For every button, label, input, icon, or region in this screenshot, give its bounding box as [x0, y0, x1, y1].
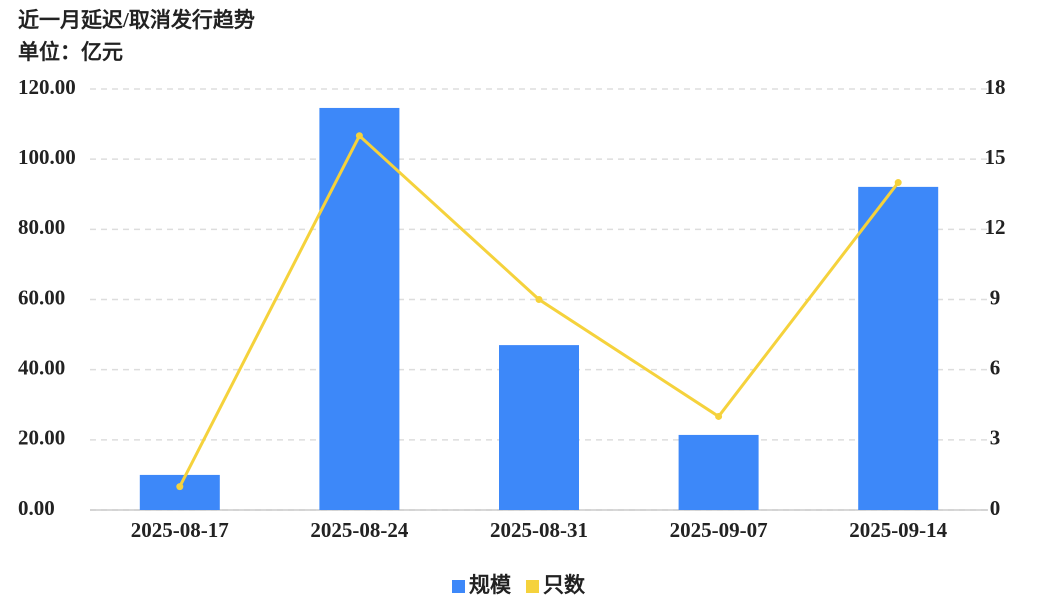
y-tick-label: 0.00	[18, 496, 55, 520]
x-tick-label: 2025-09-14	[849, 518, 947, 542]
point	[894, 179, 902, 187]
bar	[139, 474, 220, 510]
y-tick-label: 100.00	[18, 145, 76, 169]
legend-label: 规模	[469, 573, 512, 597]
y2-tick-label: 18	[985, 75, 1006, 99]
y-tick-label: 80.00	[18, 215, 65, 239]
y2-tick-label: 15	[985, 145, 1006, 169]
y-tick-label: 20.00	[18, 426, 65, 450]
chart-title: 近一月延迟/取消发行趋势	[18, 8, 255, 32]
bar	[858, 186, 939, 510]
bar	[678, 434, 759, 510]
legend-swatch	[526, 580, 539, 593]
y-tick-label: 40.00	[18, 355, 65, 379]
y2-tick-label: 12	[985, 215, 1006, 239]
x-tick-label: 2025-08-17	[131, 518, 229, 542]
y2-tick-label: 6	[990, 355, 1001, 379]
bar	[319, 107, 400, 510]
point	[176, 483, 184, 491]
x-tick-label: 2025-09-07	[670, 518, 768, 542]
y2-tick-label: 9	[990, 285, 1001, 309]
y-tick-label: 120.00	[18, 75, 76, 99]
chart-subtitle: 单位：亿元	[18, 40, 123, 64]
point	[535, 296, 543, 303]
x-tick-label: 2025-08-24	[310, 518, 408, 542]
point	[355, 132, 363, 140]
y-tick-label: 60.00	[18, 285, 65, 309]
legend-label: 只数	[543, 573, 586, 597]
bar	[499, 345, 579, 510]
y2-tick-label: 0	[990, 496, 1001, 520]
x-tick-label: 2025-08-31	[490, 518, 588, 542]
y2-tick-label: 3	[990, 426, 1001, 450]
point	[715, 412, 723, 420]
legend-swatch	[452, 580, 465, 593]
